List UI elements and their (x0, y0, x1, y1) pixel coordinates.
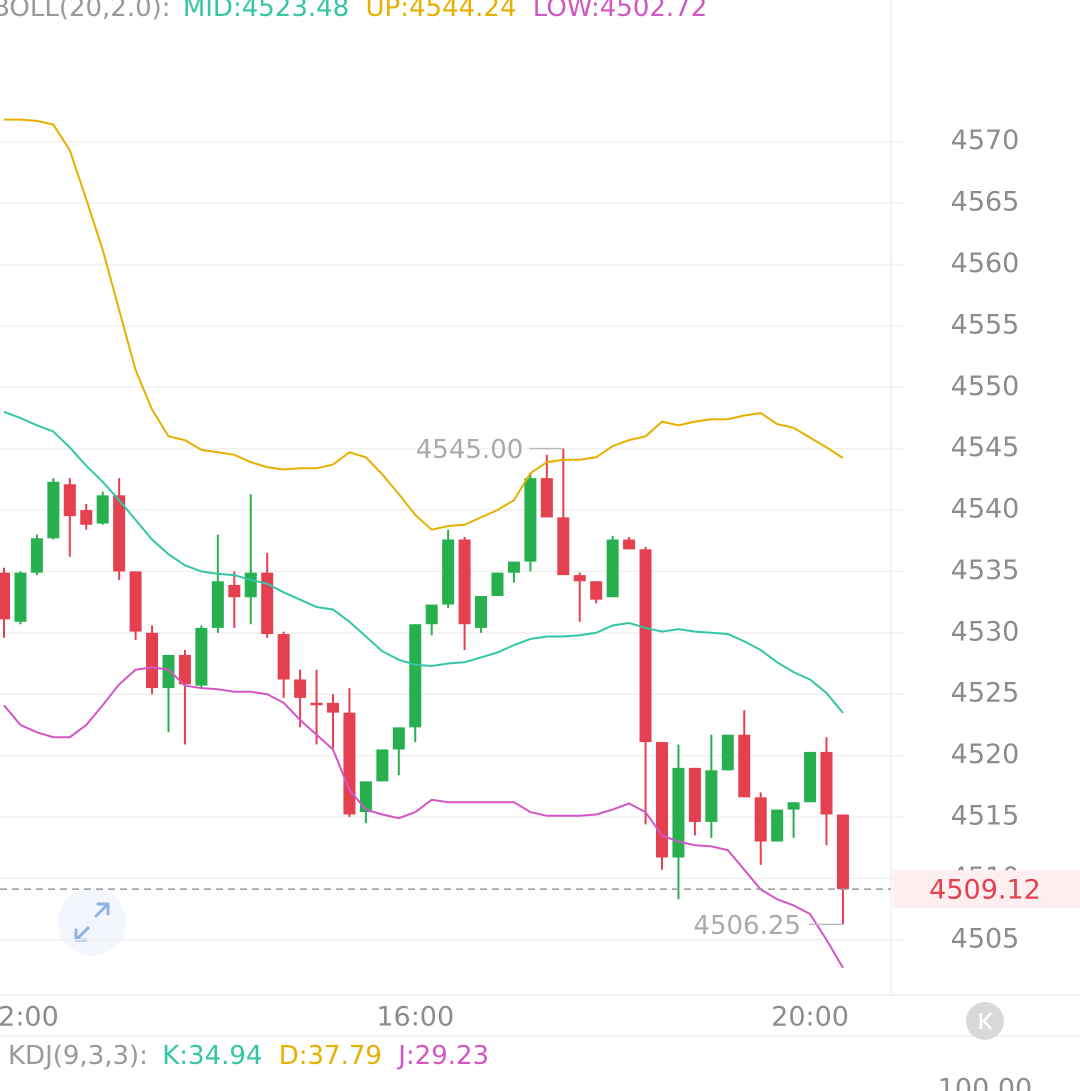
y-tick-label: 4555 (951, 309, 1020, 340)
candle-body (425, 604, 438, 625)
candle-body (475, 595, 488, 628)
indicator-header: BOLL(20,2.0): MID:4523.48 UP:4544.24 LOW… (0, 0, 707, 23)
candle-body (244, 572, 257, 598)
candle-body (376, 749, 389, 782)
y-tick-label: 4515 (951, 800, 1020, 831)
candle-body (343, 712, 356, 815)
candle-body (442, 539, 455, 605)
y-tick-label: 4550 (951, 371, 1020, 402)
expand-button[interactable] (58, 888, 126, 956)
candle-body (63, 484, 76, 517)
expand-bg (58, 888, 126, 956)
candle-body (146, 632, 159, 689)
y-tick-label: 4505 (951, 923, 1020, 954)
candle-body (623, 539, 636, 550)
candle-body (30, 538, 43, 573)
candle-body (804, 751, 817, 803)
candle-body (47, 481, 60, 539)
last-price-label: 4509.12 (929, 875, 1041, 906)
candle-body (705, 770, 718, 822)
kdj-title: KDJ(9,3,3): (8, 1041, 148, 1071)
candle-body (80, 510, 93, 525)
x-tick-label: 16:00 (376, 1002, 454, 1033)
candle-body (228, 584, 241, 598)
y-tick-label: 4560 (951, 248, 1020, 279)
y-tick-label: 4525 (951, 678, 1020, 709)
candle-body (162, 654, 175, 689)
candle-body (820, 751, 833, 815)
candle-body (129, 571, 142, 632)
candle-body (310, 702, 323, 706)
candle-body (0, 572, 10, 620)
candle-body (113, 495, 126, 572)
legend-entry: MID:4523.48 (183, 0, 349, 23)
x-tick-label: 20:00 (771, 1002, 849, 1033)
y-tick-label: 4540 (951, 494, 1020, 525)
last-price-box (893, 870, 1080, 909)
candle-body (409, 624, 422, 728)
legend-entry: LOW:4502.72 (533, 0, 707, 23)
candle-body (540, 478, 553, 518)
candle-body (590, 581, 603, 600)
candle-body (688, 767, 701, 822)
low-label: 4506.25 (693, 911, 801, 941)
candle-body (672, 767, 685, 858)
candle-body (327, 702, 339, 713)
indicator-title: BOLL(20,2.0): (0, 0, 171, 23)
y-tick-label: 4565 (951, 187, 1020, 218)
high-label: 4545.00 (416, 435, 524, 465)
candle-body (557, 517, 570, 576)
candle-body (96, 495, 109, 524)
candle-body (836, 814, 849, 890)
candle-body (359, 781, 372, 813)
candle-body (211, 581, 224, 628)
candle-body (787, 802, 800, 810)
band-line (4, 118, 844, 531)
kdj-header: KDJ(9,3,3): K:34.94 D:37.79 J:29.23 (8, 1041, 489, 1071)
candle-body (656, 742, 668, 858)
legend-entry: J:29.23 (396, 1041, 489, 1071)
legend-entry: UP:4544.24 (366, 0, 517, 23)
candle-body (458, 539, 471, 625)
y-tick-label: 4520 (951, 739, 1020, 770)
x-tick-label: 2:00 (0, 1002, 59, 1033)
legend-entry: D:37.79 (279, 1041, 382, 1071)
candle-body (771, 809, 784, 842)
candle-body (195, 627, 208, 686)
kdj-tick-label: 100.00 (938, 1074, 1032, 1091)
y-tick-label: 4535 (951, 555, 1020, 586)
candle-body (606, 539, 619, 598)
reset-icon (979, 1012, 992, 1030)
candle-body (754, 797, 767, 842)
y-tick-label: 4545 (951, 432, 1020, 463)
candle-body (738, 734, 751, 798)
candle-body (261, 572, 274, 635)
legend-entry: K:34.94 (162, 1041, 262, 1071)
candle-body (639, 549, 652, 743)
candle-body (392, 727, 405, 750)
candle-body (507, 561, 520, 573)
y-tick-label: 4530 (951, 616, 1020, 647)
reset-button[interactable] (966, 1002, 1004, 1040)
candle-body (14, 572, 27, 622)
candle-body (294, 679, 307, 698)
candle-body (573, 575, 586, 582)
band-line (3, 410, 844, 714)
candle-body (178, 654, 191, 685)
candle-body (491, 572, 504, 596)
y-tick-label: 4570 (951, 125, 1020, 156)
candle-body (721, 734, 734, 771)
band-line (3, 666, 844, 969)
candle-body (524, 478, 537, 562)
candle-body (277, 634, 290, 680)
